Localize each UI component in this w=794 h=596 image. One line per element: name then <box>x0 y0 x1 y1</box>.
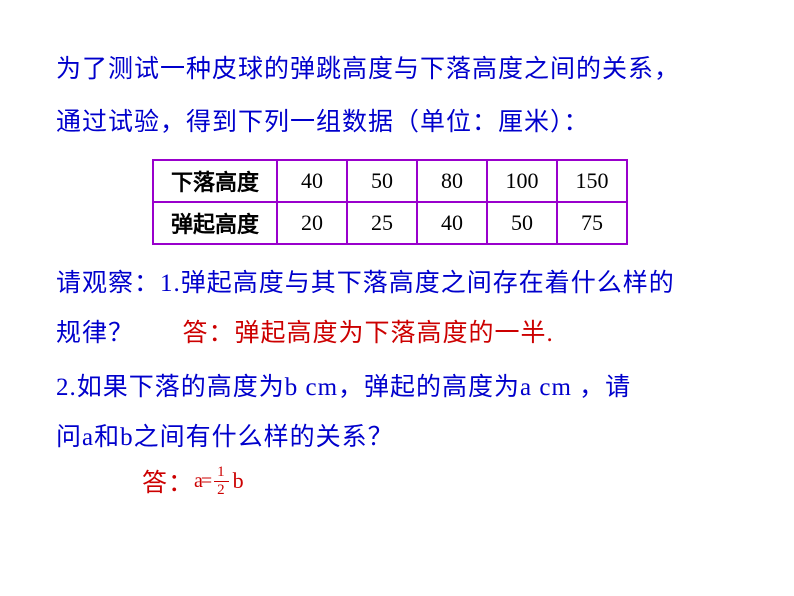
question-1: 请观察：1.弹起高度与其下落高度之间存在着什么样的 规律？ 答：弹起高度为下落高… <box>56 259 758 359</box>
a2-lhs: a= <box>194 470 210 493</box>
table-row: 下落高度 40 50 80 100 150 <box>153 160 627 202</box>
cell: 100 <box>487 160 557 202</box>
intro-line2: 通过试验，得到下列一组数据（单位：厘米）： <box>56 109 590 136</box>
frac-den: 2 <box>214 482 229 498</box>
row1-label: 下落高度 <box>153 160 277 202</box>
table-row: 弹起高度 20 25 40 50 75 <box>153 202 627 244</box>
cell: 80 <box>417 160 487 202</box>
cell: 50 <box>487 202 557 244</box>
q1-line1: 请观察：1.弹起高度与其下落高度之间存在着什么样的 <box>56 270 675 297</box>
cell: 150 <box>557 160 627 202</box>
cell: 50 <box>347 160 417 202</box>
q1-line2a: 规律？ <box>56 320 134 347</box>
answer-1: 答：弹起高度为下落高度的一半. <box>183 320 554 347</box>
cell: 40 <box>417 202 487 244</box>
a2-prefix: 答： <box>142 463 194 499</box>
slide-content: 为了测试一种皮球的弹跳高度与下落高度之间的关系， 通过试验，得到下列一组数据（单… <box>0 0 794 499</box>
intro-line1: 为了测试一种皮球的弹跳高度与下落高度之间的关系， <box>56 56 680 83</box>
cell: 40 <box>277 160 347 202</box>
data-table: 下落高度 40 50 80 100 150 弹起高度 20 25 40 50 7… <box>152 159 628 245</box>
q2-line2: 问a和b之间有什么样的关系？ <box>56 424 394 451</box>
cell: 20 <box>277 202 347 244</box>
row2-label: 弹起高度 <box>153 202 277 244</box>
frac-num: 1 <box>214 465 229 482</box>
a2-rhs: b <box>233 468 245 494</box>
intro-text: 为了测试一种皮球的弹跳高度与下落高度之间的关系， 通过试验，得到下列一组数据（单… <box>56 44 758 149</box>
fraction: 1 2 <box>214 465 229 498</box>
q2-line1: 2.如果下落的高度为b cm，弹起的高度为a cm ，请 <box>56 374 631 401</box>
cell: 25 <box>347 202 417 244</box>
cell: 75 <box>557 202 627 244</box>
question-2: 2.如果下落的高度为b cm，弹起的高度为a cm ，请 问a和b之间有什么样的… <box>56 363 758 463</box>
answer-2: 答： a= 1 2 b <box>142 463 758 499</box>
